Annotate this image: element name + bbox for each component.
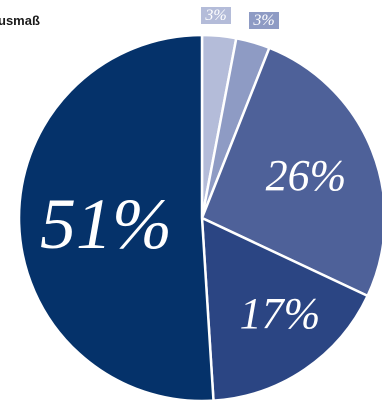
pie-slice-3 — [200, 46, 382, 298]
slice-label-bg-1 — [201, 7, 231, 24]
slice-label-2: 3% — [252, 12, 274, 29]
slice-label-bg-2 — [249, 12, 279, 29]
chart-title: usmaß — [0, 13, 40, 28]
pie-slice-5 — [17, 33, 215, 402]
pie-slice-4 — [200, 216, 369, 402]
slice-label-4: 17% — [240, 289, 321, 338]
slice-label-1: 3% — [204, 7, 226, 24]
slice-label-3: 26% — [266, 151, 347, 200]
slice-label-5: 51% — [40, 184, 172, 264]
